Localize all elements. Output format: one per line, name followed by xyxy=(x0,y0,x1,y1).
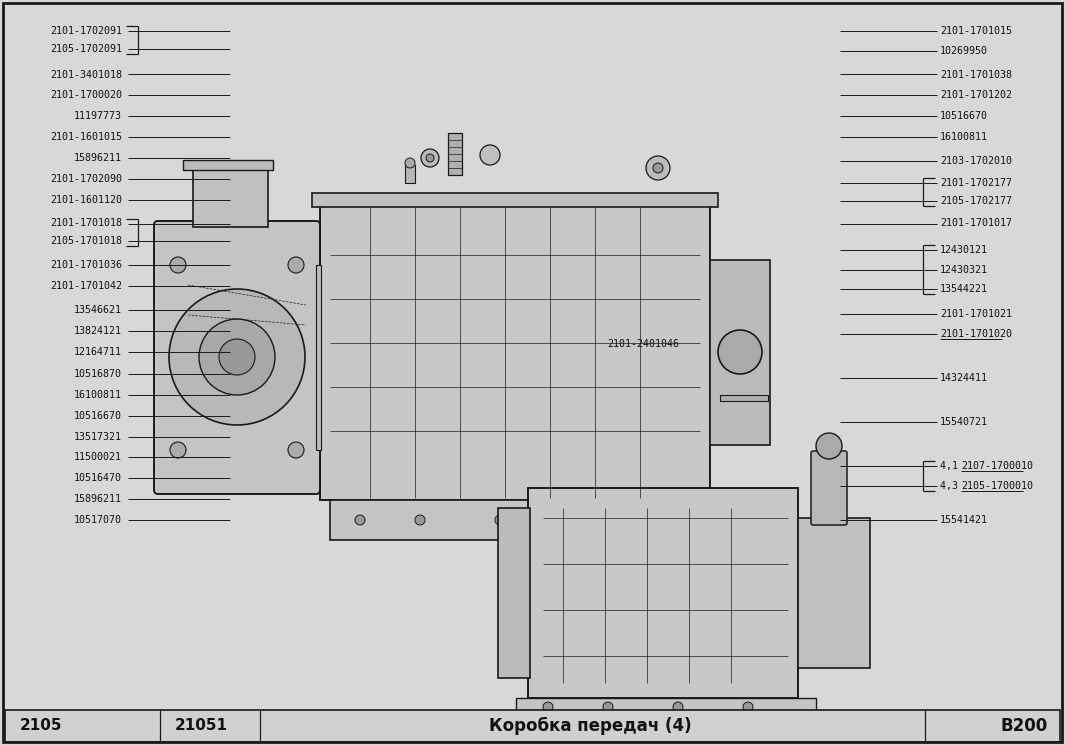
Text: 2101-1701017: 2101-1701017 xyxy=(940,218,1012,229)
Text: 13824121: 13824121 xyxy=(73,326,122,336)
Text: 15541421: 15541421 xyxy=(940,515,988,525)
Text: 2101-1601120: 2101-1601120 xyxy=(50,194,122,205)
Text: 2101-1701020: 2101-1701020 xyxy=(940,329,1012,339)
Text: 2101-1701036: 2101-1701036 xyxy=(50,260,122,270)
FancyBboxPatch shape xyxy=(517,698,816,716)
Text: 21051: 21051 xyxy=(175,718,228,734)
Circle shape xyxy=(718,330,761,374)
Text: 13546621: 13546621 xyxy=(73,305,122,315)
FancyBboxPatch shape xyxy=(405,165,415,183)
Text: 12164711: 12164711 xyxy=(73,346,122,357)
FancyBboxPatch shape xyxy=(710,260,770,445)
Text: 12430121: 12430121 xyxy=(940,245,988,256)
Circle shape xyxy=(816,433,842,459)
Text: 2105-1702177: 2105-1702177 xyxy=(940,196,1012,206)
Circle shape xyxy=(405,158,415,168)
FancyBboxPatch shape xyxy=(498,508,530,678)
Text: 15540721: 15540721 xyxy=(940,416,988,427)
FancyBboxPatch shape xyxy=(316,265,321,450)
Text: 2101-1701042: 2101-1701042 xyxy=(50,281,122,291)
Text: 2105-1702091: 2105-1702091 xyxy=(50,44,122,54)
FancyBboxPatch shape xyxy=(183,160,273,170)
Circle shape xyxy=(421,149,439,167)
Text: 10516870: 10516870 xyxy=(73,369,122,379)
FancyBboxPatch shape xyxy=(330,500,700,540)
FancyBboxPatch shape xyxy=(5,710,1060,742)
Circle shape xyxy=(169,289,305,425)
Text: 15896211: 15896211 xyxy=(73,494,122,504)
Circle shape xyxy=(645,515,655,525)
FancyBboxPatch shape xyxy=(320,205,710,500)
Text: Коробка передач (4): Коробка передач (4) xyxy=(489,717,691,735)
Text: 4,3: 4,3 xyxy=(940,481,964,491)
Circle shape xyxy=(355,515,365,525)
Text: 4,1: 4,1 xyxy=(940,461,964,472)
Text: 2101-1702091: 2101-1702091 xyxy=(50,26,122,37)
Text: 16100811: 16100811 xyxy=(73,390,122,400)
Circle shape xyxy=(543,702,553,712)
Text: 11197773: 11197773 xyxy=(73,111,122,121)
Text: 15896211: 15896211 xyxy=(73,153,122,163)
FancyBboxPatch shape xyxy=(528,488,798,698)
Text: 10516470: 10516470 xyxy=(73,473,122,484)
Circle shape xyxy=(653,163,663,173)
Circle shape xyxy=(199,319,275,395)
Text: 2101-1701202: 2101-1701202 xyxy=(940,90,1012,101)
Text: 2101-1701018: 2101-1701018 xyxy=(50,218,122,229)
FancyBboxPatch shape xyxy=(193,167,268,227)
FancyBboxPatch shape xyxy=(720,395,768,401)
Text: 2105-1701018: 2105-1701018 xyxy=(50,236,122,247)
Circle shape xyxy=(415,515,425,525)
Circle shape xyxy=(426,154,435,162)
Text: 2101-1601015: 2101-1601015 xyxy=(50,132,122,142)
Text: 13517321: 13517321 xyxy=(73,431,122,442)
Text: 2101-1701015: 2101-1701015 xyxy=(940,26,1012,37)
Text: 2105: 2105 xyxy=(20,718,63,734)
Circle shape xyxy=(219,339,255,375)
Text: 16100811: 16100811 xyxy=(940,132,988,142)
Text: 12430321: 12430321 xyxy=(940,264,988,275)
FancyBboxPatch shape xyxy=(448,133,462,175)
Text: 2101-3401018: 2101-3401018 xyxy=(50,69,122,80)
Circle shape xyxy=(170,257,186,273)
Text: 2103-1702010: 2103-1702010 xyxy=(940,156,1012,166)
FancyBboxPatch shape xyxy=(812,451,847,525)
Text: 2101-2401046: 2101-2401046 xyxy=(607,339,679,349)
Circle shape xyxy=(743,702,753,712)
Text: 2107-1700010: 2107-1700010 xyxy=(961,461,1033,472)
Text: B200: B200 xyxy=(1001,717,1048,735)
Text: 10516670: 10516670 xyxy=(940,111,988,121)
Text: 2101-1700020: 2101-1700020 xyxy=(50,90,122,101)
Text: 2101-1701038: 2101-1701038 xyxy=(940,69,1012,80)
FancyBboxPatch shape xyxy=(312,193,718,207)
Text: 2101-1701021: 2101-1701021 xyxy=(940,309,1012,320)
FancyBboxPatch shape xyxy=(154,221,320,494)
Text: 2105-1700010: 2105-1700010 xyxy=(961,481,1033,491)
Text: 2101-1702177: 2101-1702177 xyxy=(940,178,1012,188)
Text: 11500021: 11500021 xyxy=(73,452,122,463)
Circle shape xyxy=(673,702,683,712)
Circle shape xyxy=(575,515,585,525)
Circle shape xyxy=(646,156,670,180)
Circle shape xyxy=(603,702,613,712)
Text: 13544221: 13544221 xyxy=(940,284,988,294)
Circle shape xyxy=(495,515,505,525)
Text: 10517070: 10517070 xyxy=(73,515,122,525)
Text: 10516670: 10516670 xyxy=(73,410,122,421)
Circle shape xyxy=(480,145,499,165)
Circle shape xyxy=(170,442,186,458)
Text: 14324411: 14324411 xyxy=(940,373,988,384)
Text: 10269950: 10269950 xyxy=(940,45,988,56)
Text: 2101-1702090: 2101-1702090 xyxy=(50,174,122,184)
Circle shape xyxy=(288,257,304,273)
FancyBboxPatch shape xyxy=(798,518,870,668)
Circle shape xyxy=(288,442,304,458)
